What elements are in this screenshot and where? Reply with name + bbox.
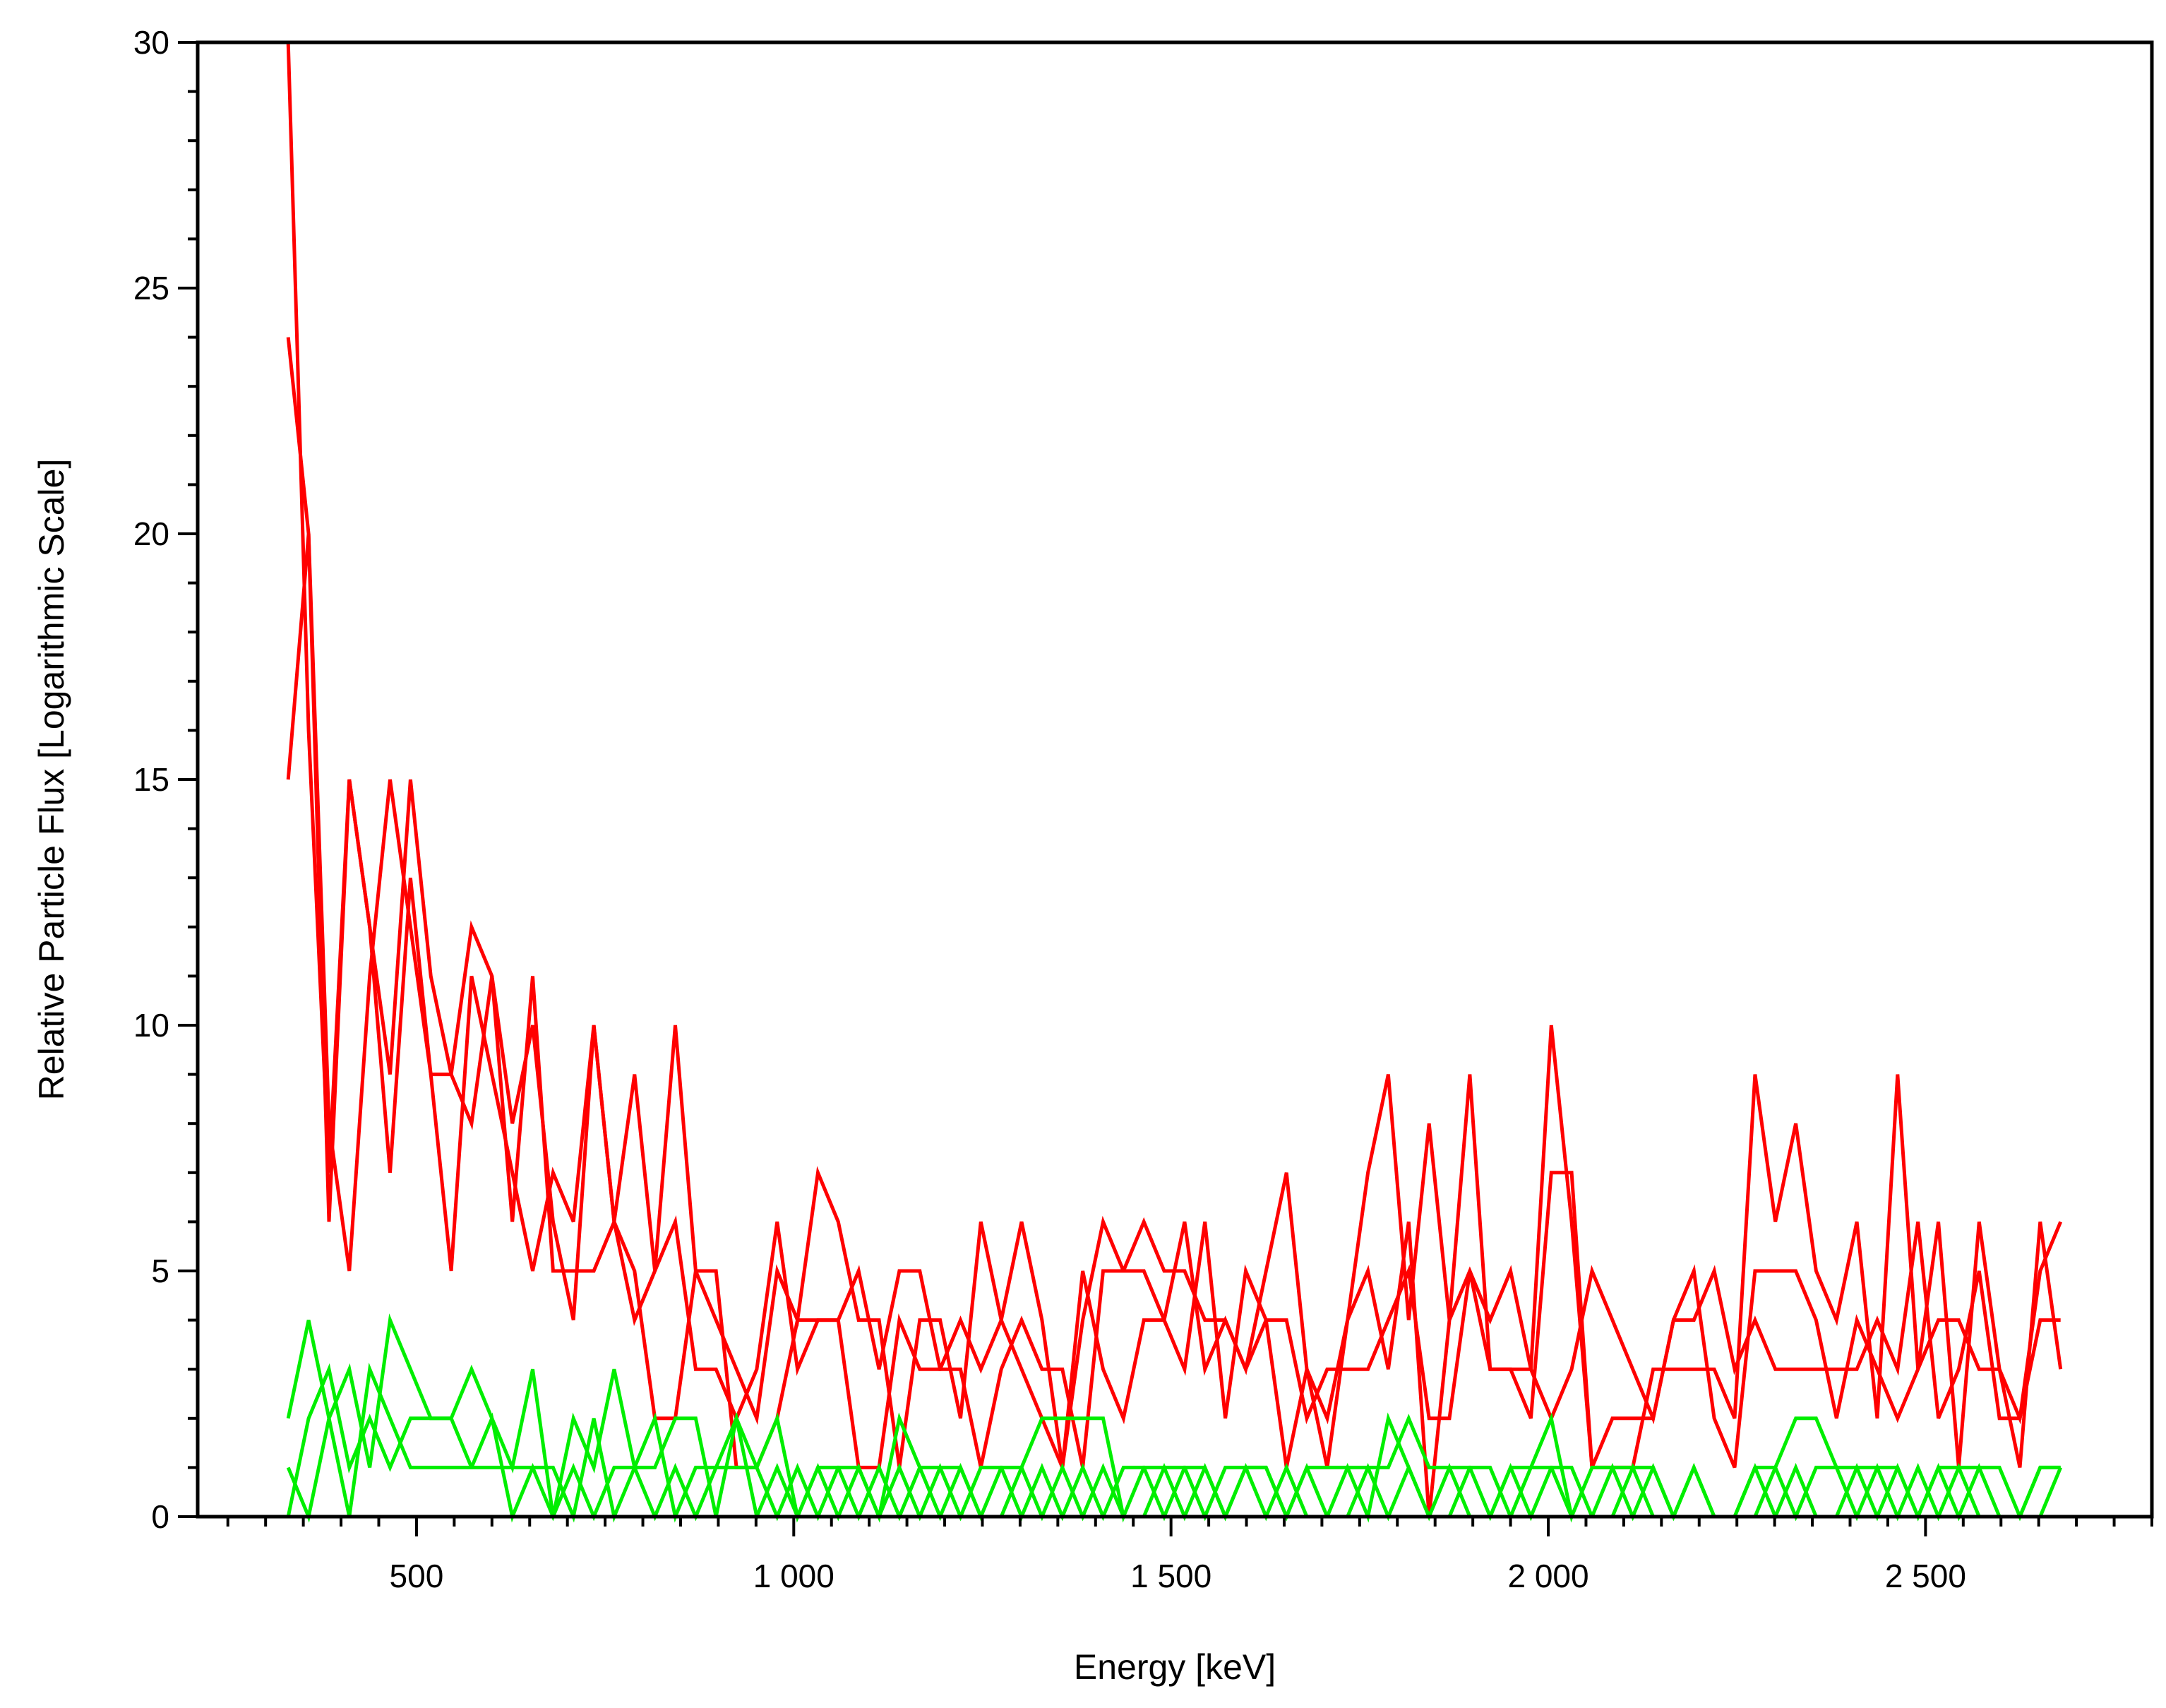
y-tick-label: 0 — [151, 1498, 169, 1535]
y-tick-label: 25 — [133, 270, 169, 306]
series-line-6 — [286, 1362, 2063, 1523]
x-axis-title: Energy [keV] — [1074, 1647, 1276, 1687]
y-tick-label: 30 — [133, 24, 169, 61]
y-axis-title: Relative Particle Flux [Logarithmic Scal… — [32, 459, 71, 1101]
y-tick-label: 5 — [151, 1253, 169, 1289]
x-tick-label: 2 500 — [1885, 1558, 1966, 1594]
y-tick-label: 15 — [133, 761, 169, 798]
y-tick-label: 10 — [133, 1007, 169, 1044]
x-tick-label: 1 000 — [753, 1558, 834, 1594]
series-line-4 — [286, 1313, 2061, 1523]
series-line-1 — [286, 42, 2061, 1469]
y-tick-label: 20 — [133, 515, 169, 552]
tick-layer — [178, 41, 2153, 1536]
series-layer — [286, 42, 2063, 1523]
x-tick-label: 500 — [390, 1558, 444, 1594]
label-layer: 0 5 10 15 20 25 30 500 1 000 1 500 2 000 2 500 — [133, 24, 1966, 1594]
plot-frame — [196, 40, 2154, 1519]
series-line-2 — [286, 337, 2063, 1469]
series-line-3 — [286, 533, 2063, 1517]
x-tick-label: 1 500 — [1130, 1558, 1211, 1594]
x-tick-label: 2 000 — [1507, 1558, 1588, 1594]
